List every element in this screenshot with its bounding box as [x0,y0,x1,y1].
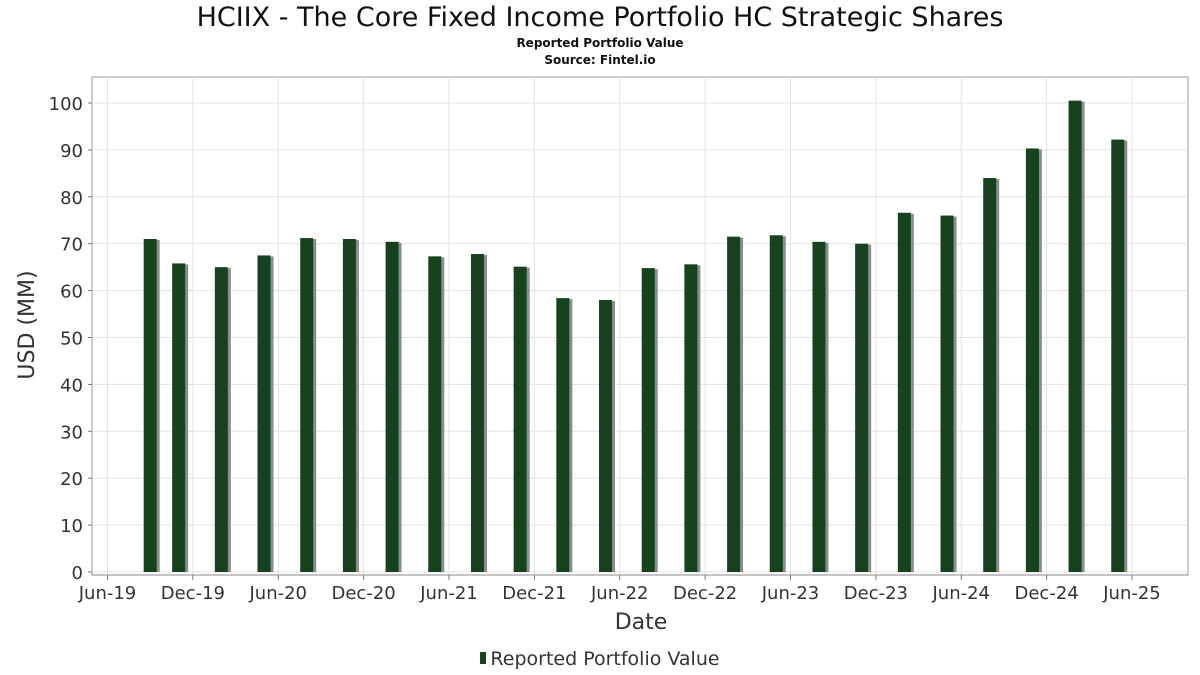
bar: Feb-22: 58.4 [556,298,570,572]
bar: Feb-23: 71.5 [727,236,741,573]
plot-area [91,76,1189,576]
y-tick-label: 0 [72,563,83,584]
bar-group: Aug-22: 64.8 [641,268,658,572]
bar-group: Feb-25: 100.5 [1068,100,1085,572]
bar: Feb-21: 70.4 [385,241,399,572]
bar-group: Feb-22: 58.4 [556,298,573,572]
bar-group: Feb-21: 70.4 [385,241,402,572]
bar-group: Aug-20: 71.2 [300,238,317,572]
x-tick-label: Jun-19 [78,583,137,604]
y-axis: 0 10 20 30 40 50 60 70 80 90 100 [49,94,92,584]
y-tick-label: 70 [60,235,83,256]
y-tick-label: 20 [60,469,83,490]
bar: Nov-21: 65.1 [513,266,527,572]
bar: Feb-25: 100.5 [1068,100,1082,572]
bar-group: Nov-24: 90.3 [1025,148,1042,573]
bar-group: Nov-21: 65.1 [513,266,530,572]
bar-group: May-25: 92.2 [1111,139,1128,572]
x-tick-label: Jun-23 [761,583,820,604]
x-tick-label: Jun-25 [1102,583,1161,604]
y-tick-label: 50 [60,329,83,350]
legend-label: Reported Portfolio Value [490,648,720,670]
legend: Reported Portfolio Value [0,648,1200,670]
y-tick-label: 60 [60,282,83,303]
bar: Nov-23: 70 [855,243,869,572]
bar: May-21: 67.3 [428,256,442,572]
x-tick-label: Jun-20 [248,583,307,604]
bar: Feb-20: 65 [214,267,228,572]
bar-group: Nov-22: 65.6 [684,264,701,572]
chart-source: Source: Fintel.io [544,53,656,67]
x-tick-label: Dec-22 [673,583,737,604]
x-axis-label: Date [615,610,668,635]
bar: May-25: 92.2 [1111,139,1125,572]
bar-group: Nov-19: 65.8 [172,263,189,572]
bar: Nov-20: 71 [342,239,356,572]
x-tick-label: Dec-23 [844,583,908,604]
x-tick-label: Jun-21 [419,583,478,604]
bar-series: Sep-19: 71 Nov-19: 65.8 Feb-20: 65 May-20: … [143,100,1128,573]
bar-group: Feb-24: 76.6 [897,212,914,572]
bar-group: Aug-21: 67.8 [470,254,487,572]
grid-lines [92,77,1188,575]
legend-swatch [480,652,487,664]
y-tick-label: 30 [60,422,83,443]
bar: Aug-23: 70.4 [812,241,826,572]
x-tick-label: Dec-24 [1015,583,1079,604]
bar: Aug-21: 67.8 [470,254,484,572]
bar-group: May-24: 76 [940,215,957,572]
x-tick-label: Jun-22 [590,583,649,604]
y-axis-label: USD (MM) [15,270,40,379]
x-axis: Jun-19 Dec-19 Jun-20 Dec-20 Jun-21 Dec-21 Jun-… [78,574,1188,604]
bar-group: May-21: 67.3 [428,256,445,572]
bar: May-20: 67.5 [257,255,271,573]
bar: May-23: 71.8 [769,235,783,572]
bar-group: May-23: 71.8 [769,235,786,572]
bar-group: May-20: 67.5 [257,255,274,573]
x-tick-label: Dec-21 [502,583,566,604]
bar: Aug-20: 71.2 [300,238,314,572]
bar-group: Nov-20: 71 [342,239,359,572]
bar: May-24: 76 [940,215,954,572]
bar: Feb-24: 76.6 [897,212,911,572]
bar: Aug-22: 64.8 [641,268,655,572]
x-tick-label: Jun-24 [931,583,990,604]
bar-group: Feb-20: 65 [214,267,231,572]
chart-subtitle: Reported Portfolio Value [516,36,684,50]
bar: Nov-24: 90.3 [1025,148,1039,573]
x-tick-label: Dec-19 [161,583,225,604]
bar-group: Sep-19: 71 [143,239,160,572]
bar-group: Aug-23: 70.4 [812,241,829,572]
bar: Aug-24: 84 [983,178,997,573]
x-tick-label: Dec-20 [332,583,396,604]
bar: Nov-19: 65.8 [172,263,186,572]
bar-group: Aug-24: 84 [983,178,1000,573]
bar: May-22: 58 [599,299,613,572]
bar-group: May-22: 58 [599,299,616,572]
y-tick-label: 80 [60,188,83,209]
bar: Nov-22: 65.6 [684,264,698,572]
y-tick-label: 40 [60,375,83,396]
bar-group: Nov-23: 70 [855,243,872,572]
y-tick-label: 10 [60,516,83,537]
bar-group: Feb-23: 71.5 [727,236,744,573]
y-tick-label: 90 [60,141,83,162]
chart-title: HCIIX - The Core Fixed Income Portfolio … [196,2,1004,33]
y-tick-label: 100 [49,94,83,115]
bar: Sep-19: 71 [143,239,157,572]
